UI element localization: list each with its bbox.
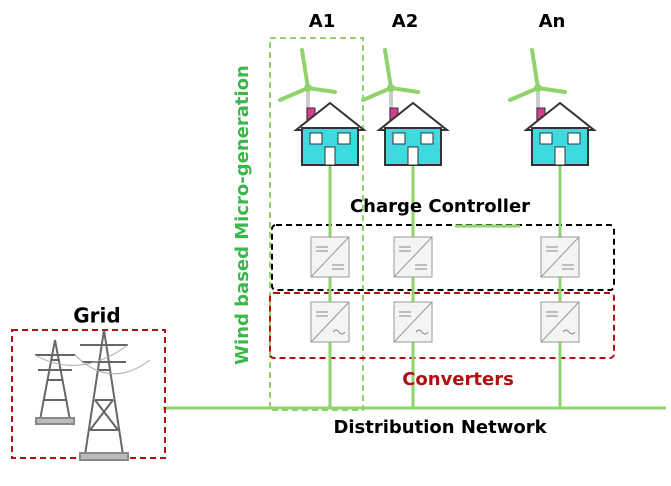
turbine-blades [361, 48, 420, 102]
distribution-network-label: Distribution Network [333, 417, 547, 438]
micro-generation-box [269, 37, 364, 411]
converter-symbol [316, 246, 344, 270]
door [554, 146, 566, 166]
unit-label: An [539, 11, 566, 32]
converter-diagonal [540, 236, 580, 278]
converter-symbol [546, 311, 576, 335]
grid-label: Grid [73, 304, 120, 328]
unit-label: A1 [309, 11, 335, 32]
door [407, 146, 419, 166]
turbine-hub [304, 84, 312, 92]
grid-towers [34, 329, 151, 461]
charge-controller-box [271, 224, 615, 291]
window [539, 132, 553, 145]
door [324, 146, 336, 166]
window [567, 132, 581, 145]
grid-box [11, 329, 166, 459]
converter-diagonal [540, 301, 580, 343]
unit-label: A2 [392, 11, 418, 32]
converter-symbol [316, 311, 346, 335]
converters-box [269, 292, 615, 359]
converter-symbol [546, 246, 574, 270]
window [309, 132, 323, 145]
window [337, 132, 351, 145]
window [392, 132, 406, 145]
converter-symbol [399, 246, 427, 270]
turbine-blades [508, 48, 567, 102]
converters-label: Converters [402, 369, 514, 390]
converter-diagonal [310, 301, 350, 343]
turbine-hub [534, 84, 542, 92]
converter-diagonal [310, 236, 350, 278]
charge-controller-label: Charge Controller [350, 196, 530, 217]
converter-symbol [399, 311, 429, 335]
micro-generation-label: Wind based Micro-generation [232, 65, 253, 365]
turbine-hub [387, 84, 395, 92]
converter-diagonal [393, 301, 433, 343]
window [420, 132, 434, 145]
turbine-blades [278, 48, 337, 102]
converter-diagonal [393, 236, 433, 278]
